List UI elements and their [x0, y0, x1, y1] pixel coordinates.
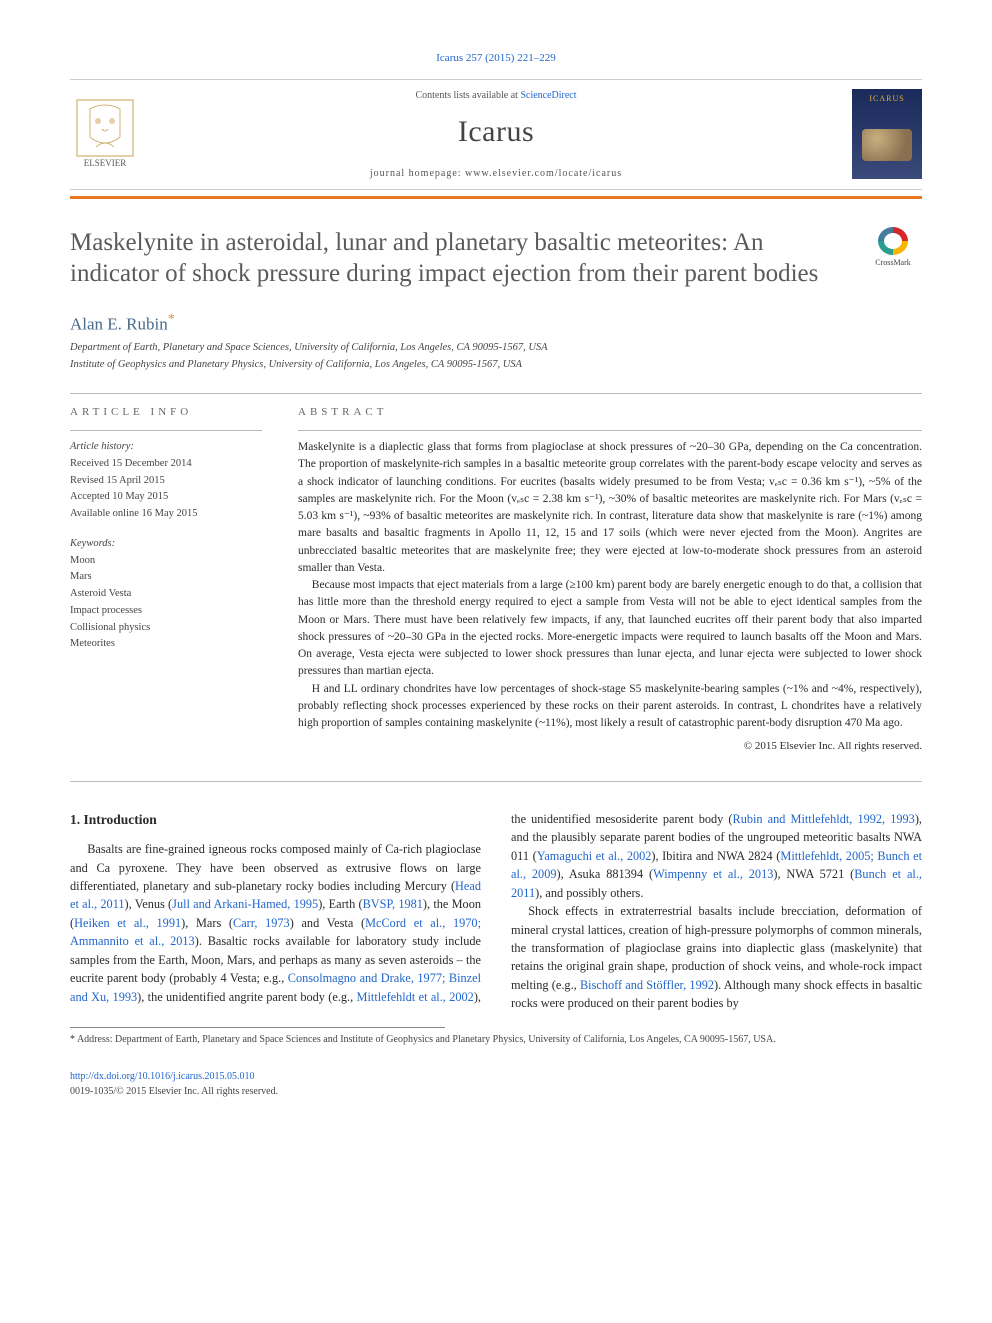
- section-number: 1.: [70, 812, 80, 827]
- abstract-column: abstract Maskelynite is a diaplectic gla…: [298, 404, 922, 755]
- abstract-p1: Maskelynite is a diaplectic glass that f…: [298, 439, 922, 577]
- abstract-text: Maskelynite is a diaplectic glass that f…: [298, 430, 922, 755]
- article-history-block: Article history: Received 15 December 20…: [70, 430, 262, 522]
- affiliation-2: Institute of Geophysics and Planetary Ph…: [70, 357, 922, 373]
- citation-link[interactable]: Rubin and Mittlefehldt, 1992, 1993: [733, 812, 915, 826]
- body-columns: 1. Introduction Basalts are fine-grained…: [70, 810, 922, 1013]
- header-center: Contents lists available at ScienceDirec…: [140, 88, 852, 181]
- abstract-copyright: © 2015 Elsevier Inc. All rights reserved…: [298, 738, 922, 755]
- keywords-block: Keywords: Moon Mars Asteroid Vesta Impac…: [70, 536, 262, 652]
- doi-line: http://dx.doi.org/10.1016/j.icarus.2015.…: [70, 1069, 922, 1084]
- sciencedirect-link[interactable]: ScienceDirect: [520, 90, 576, 101]
- article-info-heading: article info: [70, 404, 262, 421]
- author-line: Alan E. Rubin*: [70, 309, 922, 337]
- history-accepted: Accepted 10 May 2015: [70, 489, 262, 505]
- abstract-heading: abstract: [298, 404, 922, 421]
- journal-reference: Icarus 257 (2015) 221–229: [70, 50, 922, 67]
- divider: [70, 393, 922, 394]
- issn-line: 0019-1035/© 2015 Elsevier Inc. All right…: [70, 1084, 922, 1099]
- divider: [70, 781, 922, 782]
- citation-link[interactable]: Bischoff and Stöffler, 1992: [580, 978, 714, 992]
- section-title: Introduction: [84, 812, 157, 827]
- article-title: Maskelynite in asteroidal, lunar and pla…: [70, 227, 844, 290]
- orange-rule: [70, 196, 922, 199]
- citation-link[interactable]: Mittlefehldt et al., 2002: [357, 990, 474, 1004]
- history-label: Article history:: [70, 439, 262, 455]
- abstract-p2: Because most impacts that eject material…: [298, 577, 922, 681]
- author-affil-mark: *: [168, 312, 175, 327]
- homepage-url: www.elsevier.com/locate/icarus: [465, 168, 622, 179]
- crossmark-label: CrossMark: [875, 257, 911, 269]
- article-info-column: article info Article history: Received 1…: [70, 404, 262, 755]
- affiliation-1: Department of Earth, Planetary and Space…: [70, 340, 922, 356]
- citation-link[interactable]: Yamaguchi et al., 2002: [537, 849, 652, 863]
- homepage-prefix: journal homepage:: [370, 168, 465, 179]
- cover-thumb-icon[interactable]: [852, 89, 922, 179]
- footnote-separator: [70, 1027, 445, 1028]
- crossmark-badge[interactable]: CrossMark: [864, 227, 922, 269]
- contents-prefix: Contents lists available at: [415, 90, 520, 101]
- history-online: Available online 16 May 2015: [70, 506, 262, 522]
- citation-link[interactable]: Wimpenny et al., 2013: [653, 867, 773, 881]
- keyword: Collisional physics: [70, 620, 262, 636]
- title-row: Maskelynite in asteroidal, lunar and pla…: [70, 227, 922, 290]
- citation-link[interactable]: Jull and Arkani-Hamed, 1995: [172, 897, 318, 911]
- citation-link[interactable]: Heiken et al., 1991: [74, 916, 181, 930]
- info-abstract-row: article info Article history: Received 1…: [70, 404, 922, 755]
- keyword: Meteorites: [70, 636, 262, 652]
- header-banner: ELSEVIER Contents lists available at Sci…: [70, 79, 922, 190]
- section-heading: 1. Introduction: [70, 810, 481, 830]
- journal-name: Icarus: [140, 109, 852, 154]
- abstract-p3: H and LL ordinary chondrites have low pe…: [298, 681, 922, 733]
- elsevier-logo[interactable]: ELSEVIER: [70, 95, 140, 173]
- page-container: Icarus 257 (2015) 221–229 ELSEVIER Conte…: [0, 0, 992, 1129]
- crossmark-icon: [878, 227, 908, 255]
- journal-ref-link[interactable]: Icarus 257 (2015) 221–229: [436, 52, 555, 64]
- svg-text:ELSEVIER: ELSEVIER: [84, 158, 127, 168]
- corresponding-footnote: * Address: Department of Earth, Planetar…: [70, 1032, 922, 1047]
- body-p2: Shock effects in extraterrestrial basalt…: [511, 902, 922, 1013]
- keyword: Moon: [70, 553, 262, 569]
- citation-link[interactable]: Carr, 1973: [233, 916, 290, 930]
- homepage-line: journal homepage: www.elsevier.com/locat…: [140, 166, 852, 181]
- citation-link[interactable]: BVSP, 1981: [363, 897, 423, 911]
- history-revised: Revised 15 April 2015: [70, 473, 262, 489]
- keywords-label: Keywords:: [70, 536, 262, 552]
- history-received: Received 15 December 2014: [70, 456, 262, 472]
- doi-link[interactable]: http://dx.doi.org/10.1016/j.icarus.2015.…: [70, 1071, 255, 1082]
- keyword: Mars: [70, 569, 262, 585]
- keyword: Asteroid Vesta: [70, 586, 262, 602]
- keyword: Impact processes: [70, 603, 262, 619]
- contents-line: Contents lists available at ScienceDirec…: [140, 88, 852, 103]
- footnote-text: Address: Department of Earth, Planetary …: [75, 1034, 776, 1045]
- author-name: Alan E. Rubin: [70, 315, 168, 334]
